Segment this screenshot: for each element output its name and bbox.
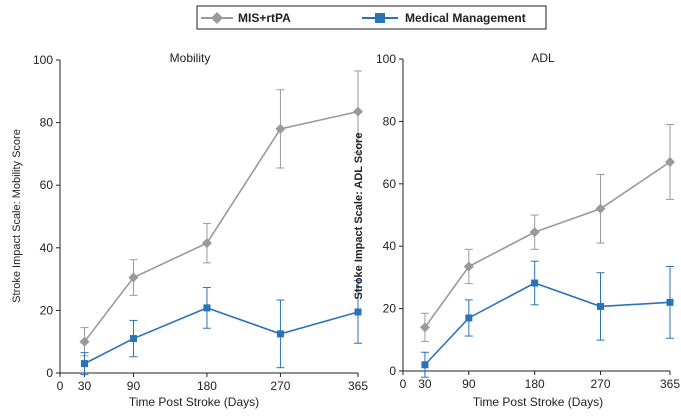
y-tick-label-mobility-60: 60 bbox=[40, 178, 54, 192]
y-tick-label-mobility-40: 40 bbox=[40, 241, 54, 255]
y-tick-label-adl-40: 40 bbox=[383, 239, 397, 253]
x-axis-label-adl: Time Post Stroke (Days) bbox=[473, 395, 603, 409]
point-adl-medical-management-90 bbox=[465, 314, 473, 322]
chart-mobility: Mobility Time Post Stroke (Days) Stroke … bbox=[11, 51, 368, 409]
y-tick-label-adl-0: 0 bbox=[389, 364, 396, 378]
point-mobility-medical-management-180 bbox=[203, 304, 211, 312]
x-tick-label-adl-365: 365 bbox=[660, 377, 680, 391]
point-adl-medical-management-180 bbox=[531, 279, 539, 287]
point-adl-mis-rtpa-180 bbox=[529, 227, 540, 238]
y-tick-label-adl-60: 60 bbox=[383, 177, 397, 191]
point-adl-mis-rtpa-30 bbox=[419, 322, 430, 333]
point-mobility-mis-rtpa-30 bbox=[79, 336, 90, 347]
legend-item-medical-management: Medical Management bbox=[362, 11, 526, 25]
point-adl-medical-management-30 bbox=[421, 361, 429, 369]
series-line-mobility-mis-rtpa bbox=[83, 110, 359, 343]
chart-title-mobility: Mobility bbox=[170, 51, 211, 65]
legend: MIS+rtPA Medical Management bbox=[196, 5, 547, 30]
series-line-mobility-medical-management bbox=[84, 307, 359, 365]
point-mobility-medical-management-90 bbox=[129, 335, 137, 343]
y-tick-label-adl-80: 80 bbox=[383, 114, 397, 128]
x-tick-label-mobility-180: 180 bbox=[197, 379, 217, 393]
y-axis-label-mobility: Stroke Impact Scale: Mobility Score bbox=[11, 129, 23, 303]
point-adl-medical-management-270 bbox=[597, 302, 605, 310]
x-axis-label-mobility: Time Post Stroke (Days) bbox=[129, 395, 259, 409]
chart-adl: ADL Time Post Stroke (Days) Stroke Impac… bbox=[353, 51, 680, 409]
y-tick-label-mobility-100: 100 bbox=[33, 53, 53, 67]
point-mobility-mis-rtpa-90 bbox=[128, 272, 139, 283]
point-mobility-medical-management-270 bbox=[276, 330, 284, 338]
y-tick-label-mobility-0: 0 bbox=[46, 366, 53, 380]
point-mobility-medical-management-365 bbox=[354, 308, 362, 316]
y-tick-label-mobility-80: 80 bbox=[40, 116, 54, 130]
y-axis-label-adl: Stroke Impact Scale: ADL Score bbox=[353, 133, 365, 300]
y-tick-label-adl-20: 20 bbox=[383, 302, 397, 316]
x-tick-label-mobility-90: 90 bbox=[127, 379, 141, 393]
point-adl-mis-rtpa-90 bbox=[463, 261, 474, 272]
point-adl-mis-rtpa-270 bbox=[595, 203, 606, 214]
point-mobility-medical-management-30 bbox=[80, 360, 88, 368]
legend-item-mis-rtpa: MIS+rtPA bbox=[201, 11, 291, 25]
x-tick-label-mobility-270: 270 bbox=[270, 379, 290, 393]
x-tick-label-adl-0: 0 bbox=[400, 377, 407, 391]
series-line-adl-mis-rtpa bbox=[424, 161, 671, 328]
point-mobility-mis-rtpa-180 bbox=[201, 238, 212, 249]
legend-marker-medical-management bbox=[375, 13, 385, 23]
x-tick-label-mobility-30: 30 bbox=[78, 379, 92, 393]
x-tick-label-adl-90: 90 bbox=[462, 377, 476, 391]
series-line-adl-medical-management bbox=[424, 282, 671, 366]
chart-title-adl: ADL bbox=[531, 51, 555, 65]
x-tick-label-mobility-0: 0 bbox=[57, 379, 64, 393]
x-tick-label-adl-270: 270 bbox=[590, 377, 610, 391]
x-tick-label-adl-180: 180 bbox=[525, 377, 545, 391]
legend-marker-mis-rtpa bbox=[211, 12, 223, 24]
point-mobility-mis-rtpa-365 bbox=[353, 106, 363, 117]
y-tick-label-mobility-20: 20 bbox=[40, 303, 54, 317]
legend-label-mis-rtpa: MIS+rtPA bbox=[238, 11, 291, 25]
x-tick-label-mobility-365: 365 bbox=[348, 379, 368, 393]
legend-label-medical-management: Medical Management bbox=[405, 11, 526, 25]
x-tick-label-adl-30: 30 bbox=[418, 377, 432, 391]
y-tick-label-adl-100: 100 bbox=[376, 52, 396, 66]
point-mobility-mis-rtpa-270 bbox=[275, 123, 286, 134]
point-adl-medical-management-365 bbox=[666, 298, 674, 306]
point-adl-mis-rtpa-365 bbox=[665, 156, 675, 167]
